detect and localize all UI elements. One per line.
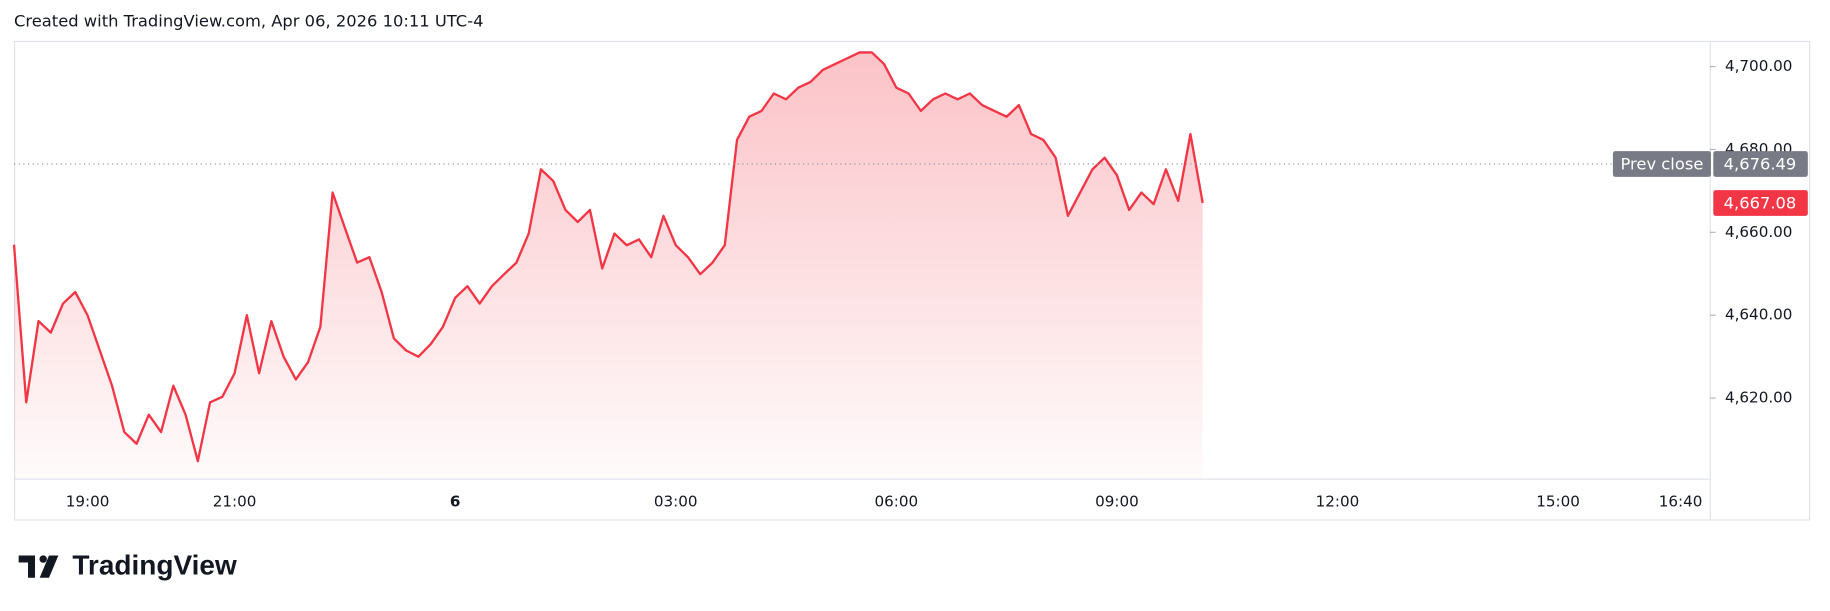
y-tick-label: 4,620.00 bbox=[1725, 389, 1792, 407]
brand-name: TradingView bbox=[72, 550, 237, 581]
x-tick-label: 19:00 bbox=[66, 492, 110, 510]
logo-icon bbox=[18, 555, 36, 578]
plot: 4,620.004,640.004,660.004,680.004,700.00… bbox=[12, 51, 1792, 510]
x-tick-label: 09:00 bbox=[1095, 492, 1139, 510]
x-tick-label: 06:00 bbox=[874, 492, 918, 510]
prev-close-name: Prev close bbox=[1621, 155, 1704, 174]
x-tick-label: 21:00 bbox=[213, 492, 257, 510]
x-tick-label: 16:40 bbox=[1659, 492, 1703, 510]
overlay: Prev close 4,676.49 4,667.08 bbox=[14, 151, 1809, 216]
area-fill bbox=[14, 52, 1203, 479]
x-tick-label: 15:00 bbox=[1536, 492, 1580, 510]
y-tick-label: 4,700.00 bbox=[1725, 57, 1792, 75]
header: Created with TradingView.com, Apr 06, 20… bbox=[14, 12, 483, 31]
prev-close-tag bbox=[1612, 151, 1711, 177]
x-tick-label: 03:00 bbox=[654, 492, 698, 510]
prev-close-value: 4,676.49 bbox=[1724, 155, 1797, 174]
price-line bbox=[12, 51, 1204, 463]
logo-icon bbox=[39, 555, 47, 563]
logo-icon bbox=[39, 555, 59, 578]
x-tick-label: 6 bbox=[450, 492, 461, 510]
y-tick-label: 4,640.00 bbox=[1725, 306, 1792, 324]
last-price-value: 4,667.08 bbox=[1724, 194, 1797, 213]
prev-close-box bbox=[1713, 151, 1808, 177]
y-tick-label: 4,660.00 bbox=[1725, 223, 1792, 241]
last-price-box bbox=[1713, 190, 1808, 216]
x-tick-label: 12:00 bbox=[1316, 492, 1360, 510]
brand-logo: TradingView bbox=[18, 550, 237, 581]
